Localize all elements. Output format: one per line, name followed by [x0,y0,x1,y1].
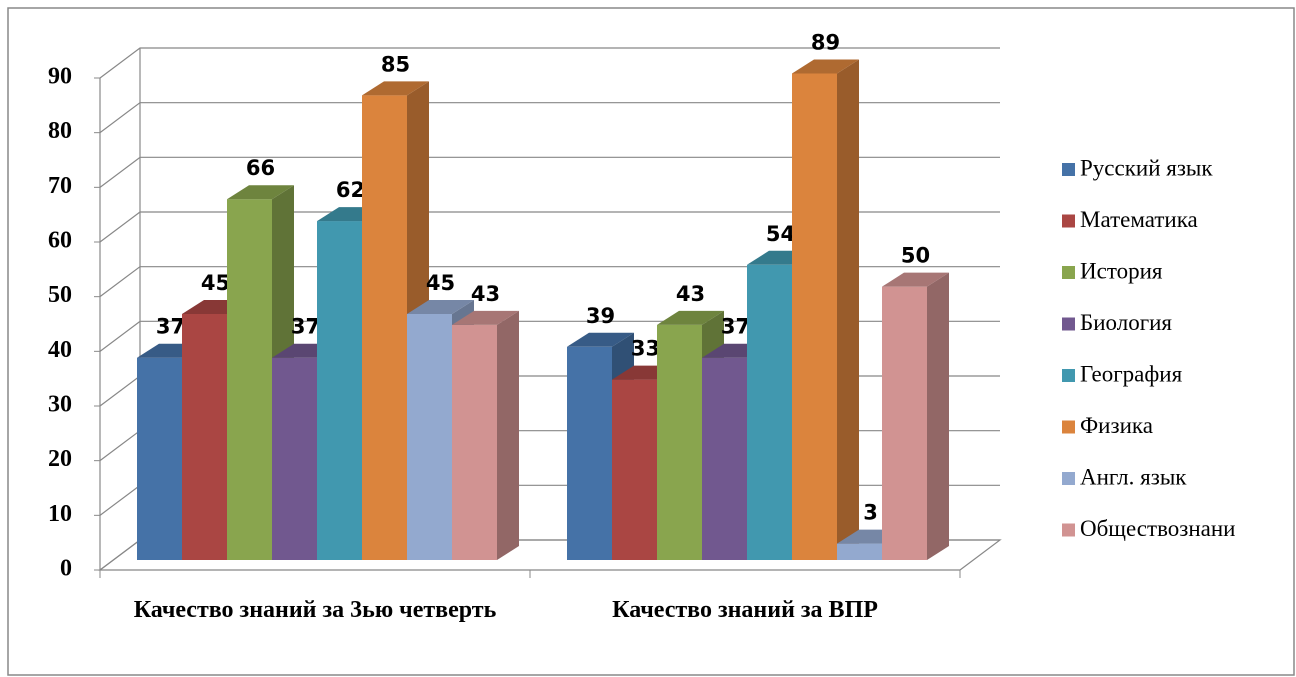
bar-top [362,81,429,96]
bar-front [137,357,182,560]
bar-front [567,346,612,560]
data-label: 45 [426,271,455,295]
data-label: 85 [381,52,410,76]
bar [452,310,519,560]
bar-top [407,300,474,314]
legend-label: Физика [1080,413,1153,438]
data-label: 45 [201,271,230,295]
bar-front [747,264,792,560]
data-label: 54 [766,222,795,246]
legend-label: Англ. язык [1080,464,1187,489]
bar-top [882,272,949,287]
bar-front [272,357,317,560]
grid-line [99,156,1000,188]
data-label: 37 [291,315,320,339]
bar-front [837,543,882,560]
bar-front [702,357,747,560]
bar-front [882,286,927,560]
data-label: 37 [156,315,185,339]
legend-label: География [1080,361,1183,386]
data-label: 33 [631,337,660,361]
x-tick-label: Качество знаний за 3ью четверть [133,597,497,623]
y-tick-label: 70 [48,173,72,199]
legend-swatch [1062,420,1075,434]
bar-front [227,199,272,560]
legend-swatch [1062,214,1075,228]
bar-front [317,221,362,561]
data-label: 39 [586,304,615,328]
y-tick-label: 0 [60,556,72,582]
x-tick-label: Качество знаний за ВПР [612,597,878,623]
bar-top [657,310,724,325]
bar-front [612,379,657,560]
bar-side [927,272,949,560]
y-tick-label: 80 [48,118,72,144]
y-tick-label: 10 [48,501,72,527]
legend-swatch [1062,472,1075,485]
y-tick-label: 90 [48,64,72,90]
bar-top [452,310,519,325]
data-label: 62 [336,178,365,202]
legend-label: Математика [1080,207,1198,232]
y-tick-label: 60 [48,228,72,254]
bar-top [227,185,294,200]
y-tick-label: 30 [48,392,72,418]
legend-swatch [1062,266,1075,279]
data-label: 43 [676,282,705,306]
bar-front [657,324,702,560]
legend-swatch [1062,163,1075,176]
bar-front [362,95,407,560]
grid-line [99,47,1000,79]
data-label: 66 [246,156,275,180]
bar [882,272,949,560]
data-label: 37 [721,315,750,339]
legend-label: История [1080,258,1163,283]
bar-side [837,59,859,560]
bar-front [452,324,497,560]
chart-border [7,7,1295,676]
bar-top [567,332,634,347]
legend-swatch [1062,523,1075,537]
bar-side [497,310,519,560]
data-label: 3 [863,501,878,525]
data-label: 50 [901,244,930,268]
bar-front [407,314,452,560]
data-label: 89 [811,30,840,54]
bar [792,59,859,560]
y-tick-label: 20 [48,446,72,472]
legend-swatch [1062,369,1075,382]
y-tick-label: 50 [48,282,72,308]
bar-front [182,314,227,560]
grid-line [99,102,1000,134]
legend-label: Обществознани [1080,516,1236,541]
y-tick-label: 40 [48,337,72,363]
bar-top [792,59,859,74]
legend-label: Русский язык [1080,155,1213,180]
legend-label: Биология [1080,310,1172,335]
data-label: 43 [471,282,500,306]
legend-swatch [1062,317,1075,331]
bar-front [792,73,837,560]
